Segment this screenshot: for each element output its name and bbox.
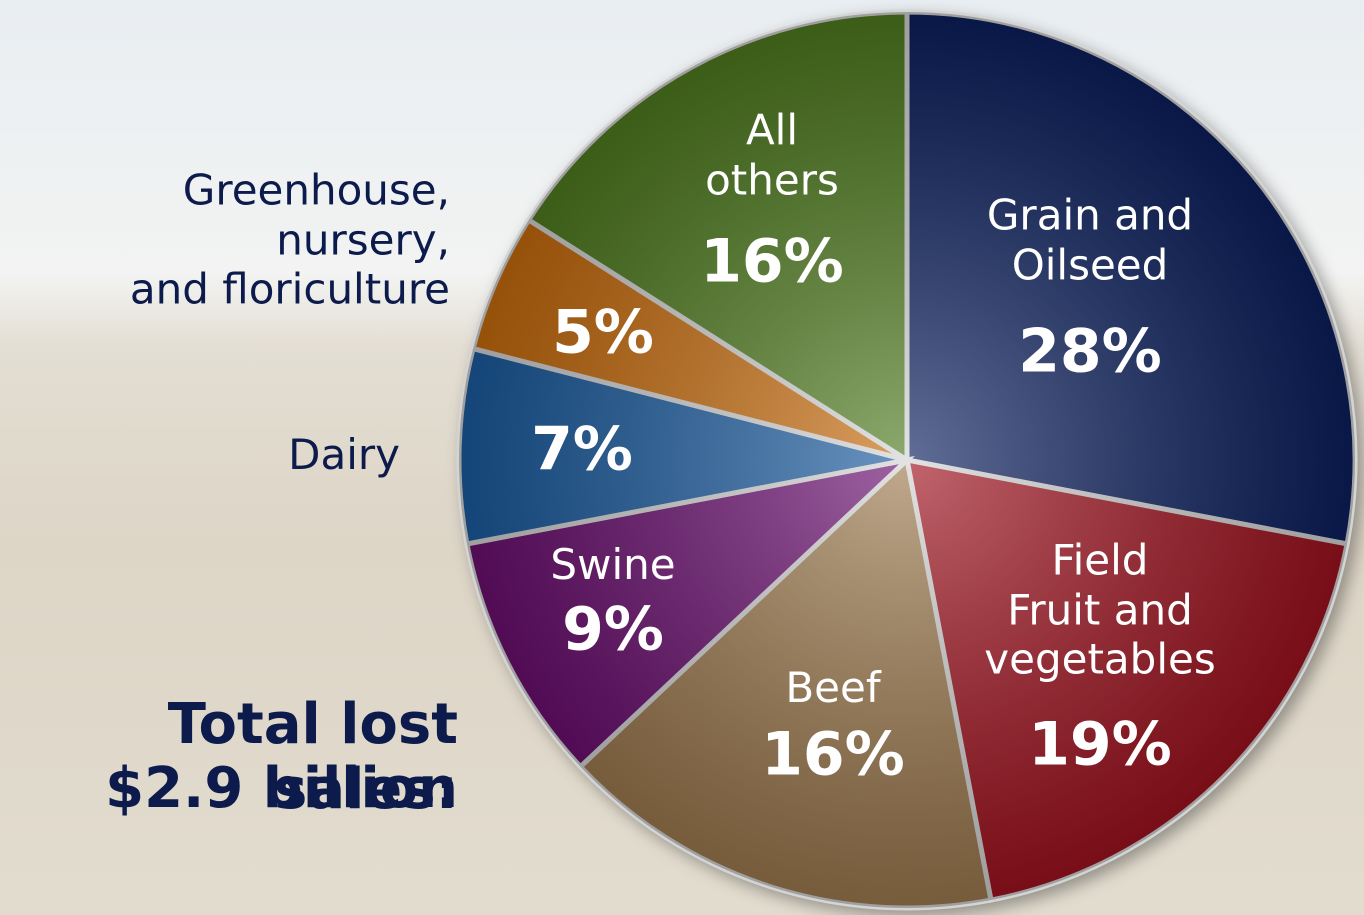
slice-label: Field Fruit and vegetables xyxy=(984,535,1216,684)
slice-label: Grain and Oilseed xyxy=(986,190,1194,289)
slice-label: All others xyxy=(705,105,839,204)
value-label: 7% xyxy=(531,414,633,485)
value-label: 9% xyxy=(562,594,664,665)
value-label: 16% xyxy=(700,226,844,297)
slice-label: Greenhouse, nursery, and floriculture xyxy=(129,165,450,314)
slice-label: Beef xyxy=(785,663,881,713)
slice-label: Dairy xyxy=(288,430,400,480)
total-value: $2.9 billion xyxy=(105,756,458,821)
value-label: 5% xyxy=(552,297,654,368)
slice-label: Swine xyxy=(550,540,676,590)
value-label: 16% xyxy=(761,719,905,790)
total-label: Total lost sales: xyxy=(167,692,458,822)
value-label: 19% xyxy=(1028,709,1172,780)
value-label: 28% xyxy=(1018,316,1162,387)
